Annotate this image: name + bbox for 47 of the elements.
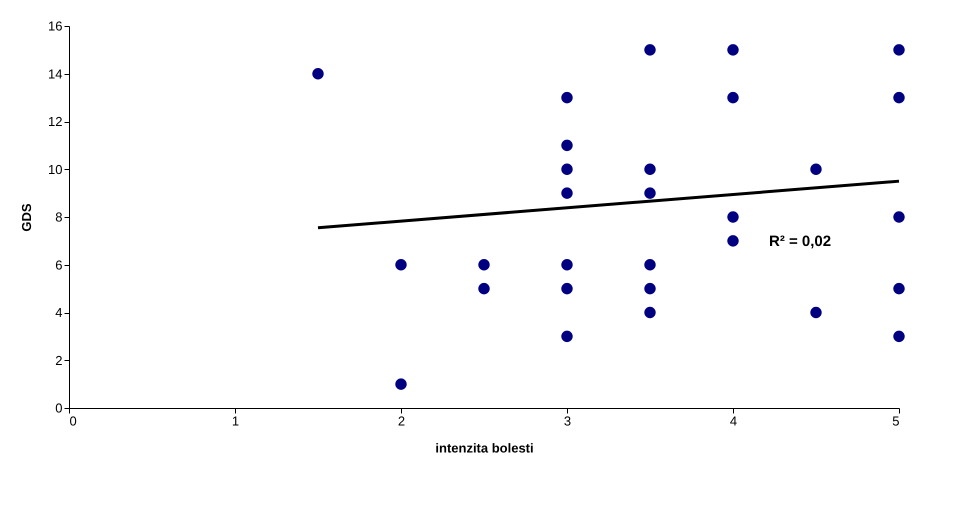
point: [893, 282, 905, 294]
point: [395, 378, 407, 390]
point: [893, 211, 905, 223]
x-tick-label: 4: [730, 414, 738, 428]
y-tick-label: 10: [48, 162, 62, 177]
point: [561, 259, 573, 270]
point: [478, 259, 490, 270]
point: [561, 164, 573, 175]
y-tick-label: 6: [55, 257, 62, 272]
y-axis-title: GDS: [19, 203, 34, 232]
point: [893, 330, 905, 342]
point: [561, 282, 573, 294]
point: [810, 306, 822, 318]
point: [727, 92, 739, 104]
point: [312, 68, 324, 80]
point: [644, 306, 656, 318]
x-tick-label: 2: [398, 414, 406, 428]
y-tick-label: 16: [48, 18, 62, 34]
point: [561, 140, 573, 152]
point: [561, 92, 573, 104]
point: [395, 259, 407, 270]
y-tick-label: 14: [48, 66, 62, 82]
x-tick-label: 5: [892, 414, 900, 428]
y-tick-label: 4: [55, 305, 62, 320]
point: [644, 259, 656, 270]
point: [561, 187, 573, 199]
point: [561, 330, 573, 342]
point: [727, 44, 739, 56]
point: [644, 44, 656, 56]
point: [893, 92, 905, 104]
y-tick-label: 8: [55, 210, 62, 224]
point: [727, 211, 739, 223]
point: [810, 164, 822, 175]
x-axis-title: intenzita bolesti: [435, 440, 534, 456]
point: [478, 282, 490, 294]
y-tick-label: 12: [48, 114, 62, 129]
annotation: R² = 0,02: [769, 233, 832, 250]
point: [727, 235, 739, 247]
x-tick-label: 0: [70, 414, 77, 428]
point: [644, 164, 656, 175]
point: [644, 187, 656, 199]
y-tick-label: 0: [55, 400, 62, 416]
x-tick-label: 1: [232, 414, 240, 428]
point: [644, 282, 656, 294]
point: [893, 44, 905, 56]
x-tick-label: 3: [564, 414, 572, 428]
y-tick-label: 2: [55, 352, 62, 368]
